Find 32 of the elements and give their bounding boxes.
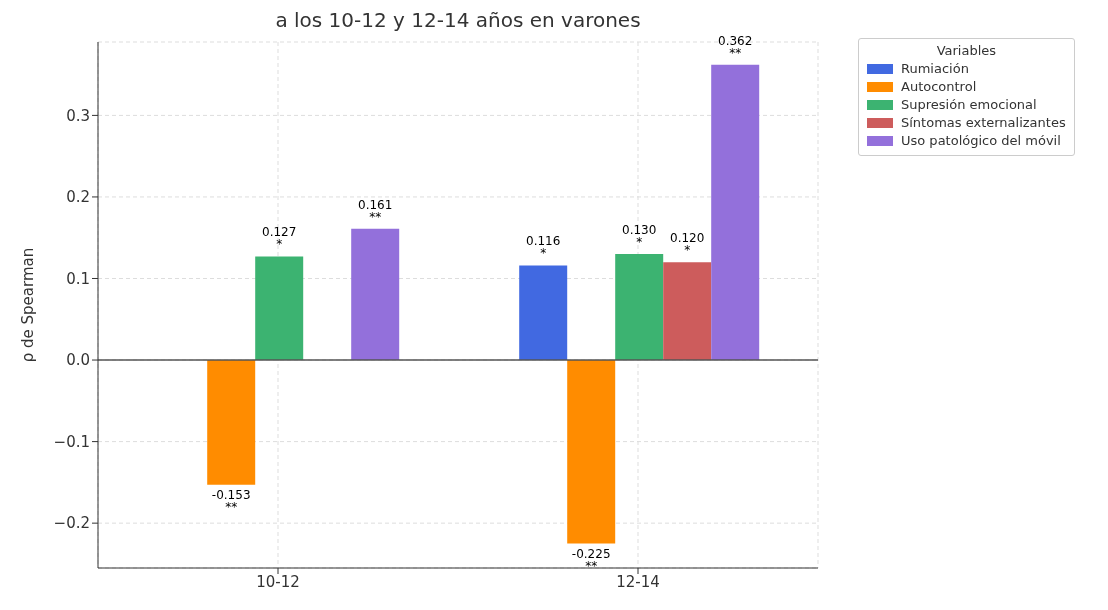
bar [255, 256, 304, 361]
bar [663, 262, 712, 361]
legend-label: Rumiación [901, 61, 969, 76]
y-tick-label: 0.2 [66, 188, 90, 207]
data-label: -0.153 ** [211, 487, 251, 514]
legend-label: Supresión emocional [901, 97, 1037, 112]
y-tick-label: 0.3 [66, 106, 90, 125]
bar [207, 360, 256, 485]
legend-label: Uso patológico del móvil [901, 133, 1061, 148]
bar [519, 265, 568, 361]
y-tick-label: −0.1 [53, 432, 90, 451]
y-axis-title: ρ de Spearman [19, 247, 38, 363]
bar [351, 228, 400, 361]
data-label: 0.161 ** [358, 197, 393, 224]
data-label: 0.116 * [526, 234, 561, 261]
bar [711, 64, 760, 361]
y-tick-label: 0.1 [66, 269, 90, 288]
data-label: 0.130 * [622, 223, 657, 250]
data-label: 0.127 * [262, 225, 297, 252]
x-tick-label: 12-14 [616, 572, 660, 591]
data-label: -0.225 ** [571, 546, 611, 573]
legend-title: Variables [935, 43, 998, 58]
bar [615, 254, 664, 361]
y-tick-label: 0.0 [66, 351, 90, 370]
legend-label: Síntomas externalizantes [901, 115, 1066, 130]
y-tick-label: −0.2 [53, 514, 90, 533]
x-tick-label: 10-12 [256, 572, 300, 591]
data-label: 0.362 ** [718, 33, 753, 60]
legend-label: Autocontrol [901, 79, 977, 94]
bar [567, 360, 616, 544]
data-label: 0.120 * [670, 231, 705, 258]
chart-title: a los 10-12 y 12-14 años en varones [274, 8, 642, 32]
